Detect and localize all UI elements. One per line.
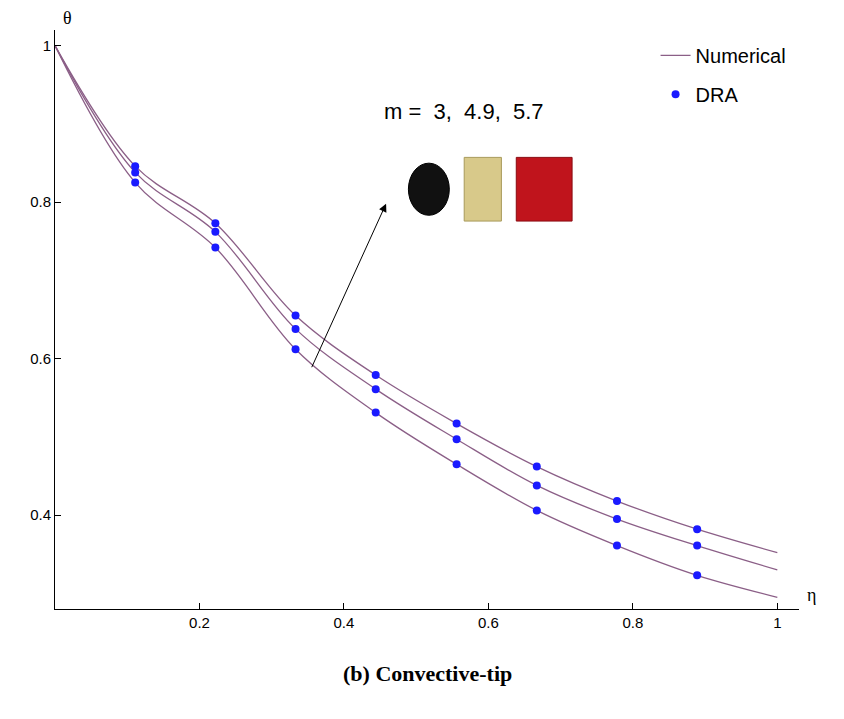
svg-text:0.6: 0.6	[30, 350, 51, 367]
svg-text:0.6: 0.6	[478, 614, 499, 631]
svg-text:0.4: 0.4	[30, 506, 51, 523]
svg-text:1: 1	[43, 37, 51, 54]
svg-text:0.2: 0.2	[189, 614, 210, 631]
svg-text:m = 3, 4.9, 5.7: m = 3, 4.9, 5.7	[384, 99, 544, 124]
svg-text:θ: θ	[63, 8, 72, 28]
svg-text:Numerical: Numerical	[696, 45, 786, 67]
svg-text:1: 1	[773, 614, 781, 631]
svg-text:0.8: 0.8	[30, 193, 51, 210]
svg-text:η: η	[807, 585, 816, 605]
svg-text:0.8: 0.8	[622, 614, 643, 631]
svg-text:DRA: DRA	[696, 84, 739, 106]
svg-text:(b) Convective-tip: (b) Convective-tip	[343, 661, 512, 686]
svg-text:0.4: 0.4	[334, 614, 355, 631]
